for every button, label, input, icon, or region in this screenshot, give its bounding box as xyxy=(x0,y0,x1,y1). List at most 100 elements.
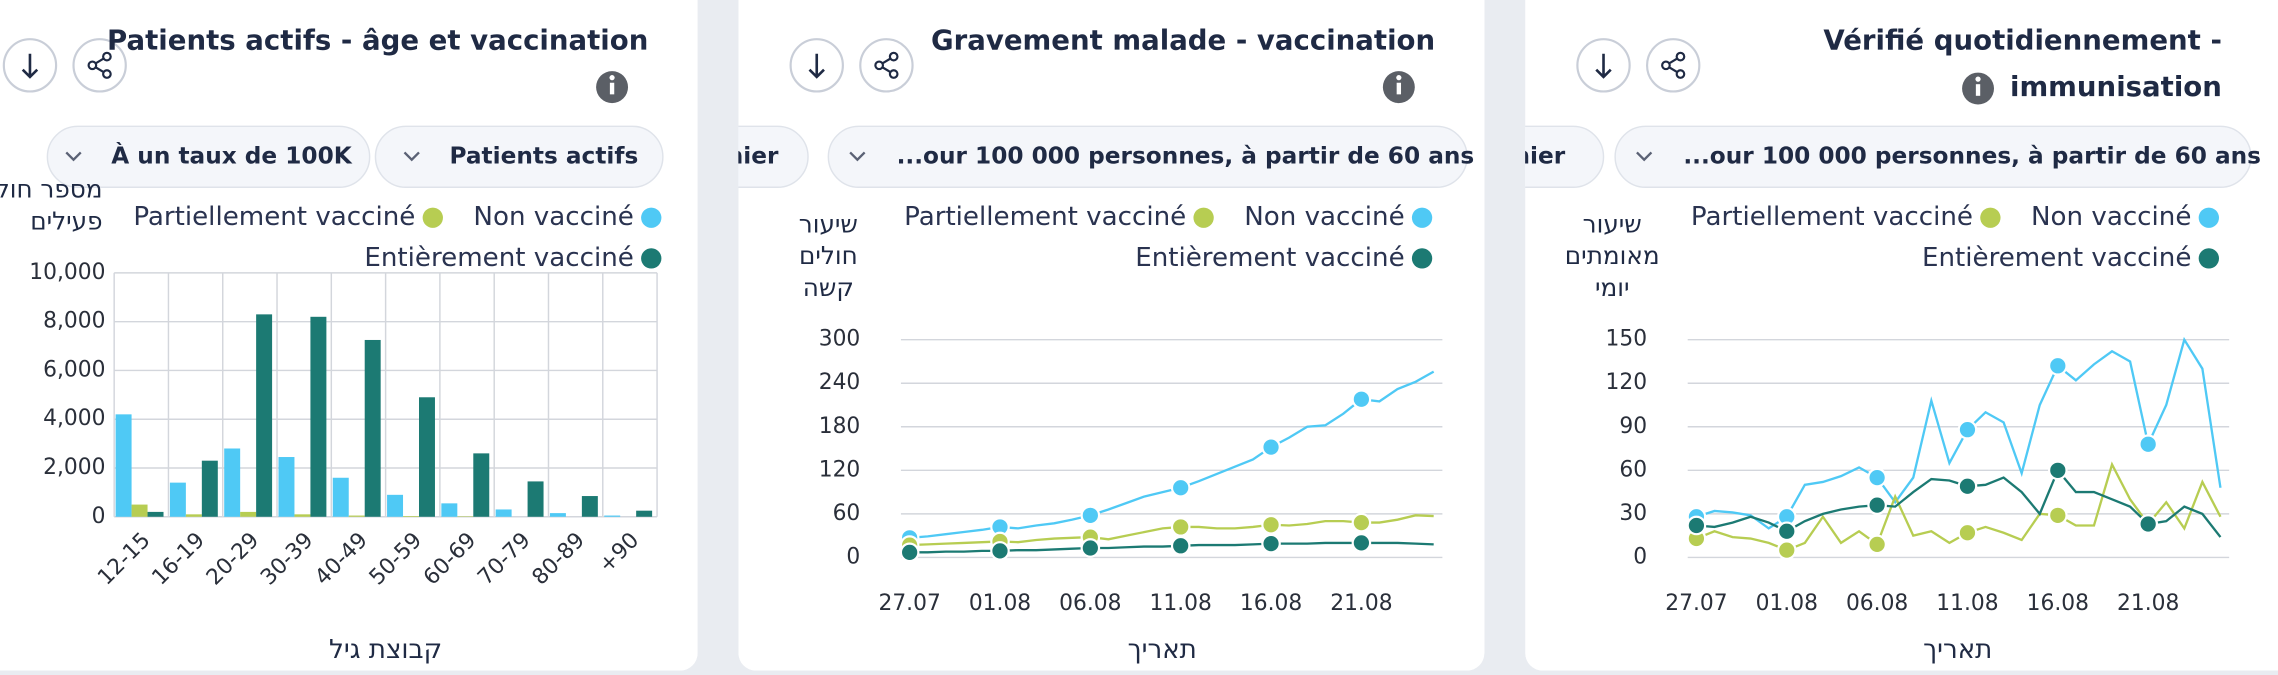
filter-dropdown[interactable]: nier xyxy=(1424,125,1605,188)
info-button[interactable] xyxy=(1962,72,1994,105)
bar xyxy=(604,515,621,517)
chevron xyxy=(1636,151,1653,162)
chart-card: Gravement malade - vaccination nier ...our… xyxy=(632,0,1485,671)
share-button[interactable] xyxy=(859,38,914,93)
legend-label: Entièrement vacciné xyxy=(1922,243,2191,273)
y-tick-label: 120 xyxy=(1606,370,1648,395)
x-axis-title: תאריך xyxy=(1923,635,1992,665)
y-axis-title-box: שיעור מאומתים יומי xyxy=(1564,210,1660,304)
point-marker xyxy=(1957,419,1978,440)
bar xyxy=(256,314,273,517)
x-axis-title: תאריך xyxy=(1128,635,1197,665)
download-button[interactable] xyxy=(1576,38,1631,93)
info-button[interactable] xyxy=(1382,71,1415,104)
legend-dot xyxy=(422,207,443,228)
download-button[interactable] xyxy=(789,38,844,93)
legend-dot xyxy=(2198,207,2219,228)
y-tick-label: 60 xyxy=(833,501,861,526)
y-tick-label: 0 xyxy=(1633,544,1647,569)
legend-dot xyxy=(1411,207,1433,228)
legend-label: Partiellement vacciné xyxy=(1691,202,1973,232)
filter-label: ...our 100 000 personnes, à partir de 60… xyxy=(1683,142,2261,169)
point-marker xyxy=(2138,514,2158,534)
point-marker xyxy=(1686,515,1707,536)
point-marker xyxy=(1351,389,1372,409)
filter-label: nier xyxy=(727,142,779,169)
filter-dropdown[interactable]: nier xyxy=(632,125,809,188)
share-button[interactable] xyxy=(1645,38,1701,93)
chevron xyxy=(65,151,82,162)
legend-label: Partiellement vacciné xyxy=(133,202,415,232)
point-marker xyxy=(1170,536,1191,556)
icon-circle xyxy=(859,38,914,93)
share-dot xyxy=(874,60,885,71)
y-tick-label: 60 xyxy=(1619,457,1647,482)
bar xyxy=(115,414,132,517)
filter-pill xyxy=(374,125,664,188)
point-marker xyxy=(2048,505,2068,526)
y-axis-title: שיעור מאומתים יומי xyxy=(1564,210,1660,304)
y-tick-label: 2,000 xyxy=(43,455,105,480)
bar xyxy=(527,481,544,517)
chart-title-box: Patients actifs - âge et vaccination xyxy=(107,25,648,57)
share-dot xyxy=(102,69,112,79)
bar xyxy=(581,496,598,517)
point-marker xyxy=(1080,505,1101,526)
y-axis-title: מספר חולים פעילים xyxy=(0,175,103,237)
y-tick-label: 90 xyxy=(1619,414,1647,439)
filter-pill xyxy=(1614,125,2252,188)
download-icon xyxy=(21,53,39,79)
chart-title-box: Vérifié quotidiennement - immunisation xyxy=(1823,25,2222,103)
filter-dropdown[interactable]: ...our 100 000 personnes, à partir de 60… xyxy=(1614,125,2261,188)
point-marker xyxy=(899,542,920,563)
point-marker xyxy=(1261,437,1281,457)
x-tick-label: 06.08 xyxy=(1846,591,1908,616)
download-icon xyxy=(808,53,825,79)
point-marker xyxy=(1867,534,1887,555)
legend-label: Partiellement vacciné xyxy=(904,202,1186,232)
point-marker xyxy=(1170,517,1191,537)
filter-pill xyxy=(46,125,371,188)
y-tick-label: 6,000 xyxy=(43,357,105,382)
download-button[interactable] xyxy=(2,38,58,93)
filter-dropdown[interactable]: À un taux de 100K xyxy=(46,125,371,188)
share-dot xyxy=(888,69,899,79)
bar xyxy=(240,511,257,517)
icon-circle xyxy=(1645,38,1701,93)
y-axis-title: שיעור חולים קשה xyxy=(798,210,858,304)
point-marker xyxy=(1867,495,1887,515)
legend-label: Entièrement vacciné xyxy=(364,243,633,273)
legend-label: Non vacciné xyxy=(1244,202,1404,232)
filter-dropdown[interactable]: ...our 100 000 personnes, à partir de 60… xyxy=(827,125,1474,188)
x-tick-label: 27.07 xyxy=(878,591,940,616)
filter-pill xyxy=(827,125,1468,188)
bar xyxy=(403,516,419,517)
bar xyxy=(224,448,241,517)
legend-label: Entièrement vacciné xyxy=(1135,243,1404,273)
chevron xyxy=(403,151,420,162)
bar xyxy=(495,509,512,517)
point-marker xyxy=(1351,512,1372,533)
point-marker xyxy=(1080,538,1101,558)
y-tick-label: 300 xyxy=(819,327,861,352)
bar xyxy=(636,510,653,517)
x-tick-label: 21.08 xyxy=(1330,591,1392,616)
x-tick-label: 01.08 xyxy=(969,591,1031,616)
filter-dropdown[interactable]: Patients actifs xyxy=(374,125,664,188)
share-dot xyxy=(1675,69,1686,79)
download-icon xyxy=(1595,53,1612,79)
x-tick-label: 27.07 xyxy=(1665,591,1727,616)
info-dot xyxy=(1975,76,1981,82)
filter-label: nier xyxy=(1514,142,1566,169)
bar xyxy=(310,316,327,517)
y-tick-label: 180 xyxy=(819,414,861,439)
point-marker xyxy=(1261,533,1281,554)
y-axis-title-box: מספר חולים פעילים xyxy=(0,175,103,237)
filter-label: Patients actifs xyxy=(449,142,638,169)
point-marker xyxy=(2138,434,2158,454)
x-tick-label: 01.08 xyxy=(1756,591,1818,616)
share-button[interactable] xyxy=(72,38,127,93)
bar xyxy=(348,515,365,517)
info-button[interactable] xyxy=(596,71,629,104)
